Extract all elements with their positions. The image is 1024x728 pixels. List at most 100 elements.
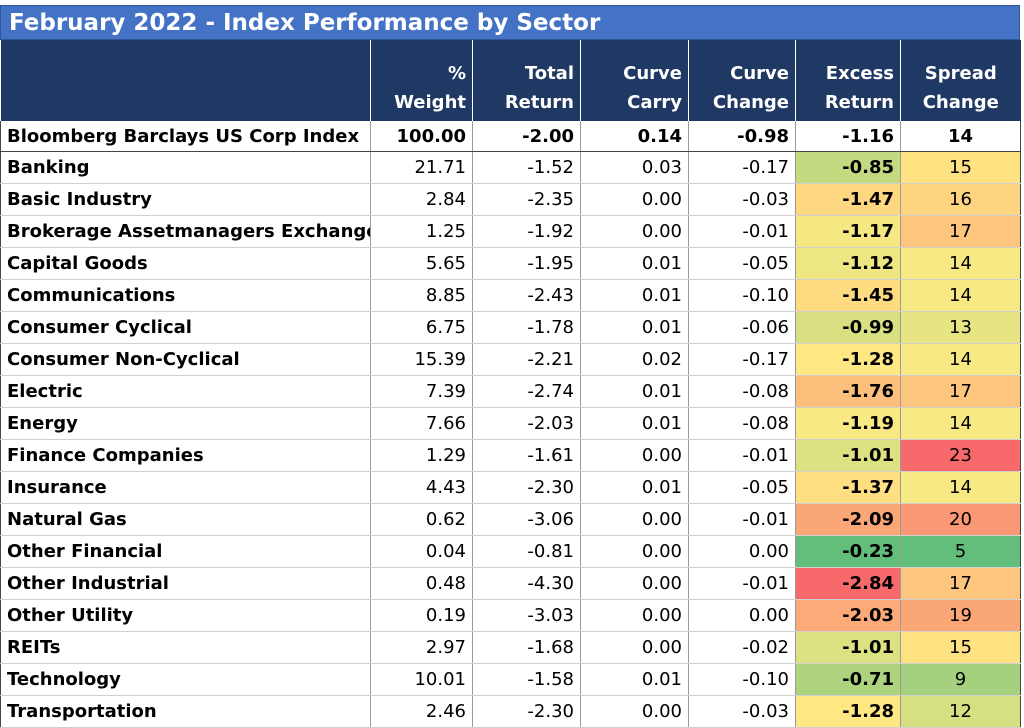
cell-value: -0.10 (688, 279, 796, 312)
cell-value: 0.00 (580, 503, 689, 536)
sector-row: Technology 10.01 -1.58 0.01 -0.10 -0.71 9 (0, 663, 1021, 696)
sector-name: Insurance (0, 471, 371, 504)
cell-value: -0.01 (688, 503, 796, 536)
header-text: Curve (730, 63, 789, 84)
cell-value: -1.92 (472, 215, 581, 248)
cell-value: -0.81 (472, 535, 581, 568)
header-text: % Weight (394, 63, 466, 113)
sector-name: Consumer Cyclical (0, 311, 371, 344)
sector-row: REITs 2.97 -1.68 0.00 -0.02 -1.01 15 (0, 631, 1021, 664)
sector-row: Basic Industry 2.84 -2.35 0.00 -0.03 -1.47 16 (0, 183, 1021, 216)
cell-value: 15.39 (370, 343, 473, 376)
header-row: % Weight Total Return Curve Carry Curve Change… (0, 40, 1021, 121)
cell-value: -2.03 (795, 599, 901, 632)
cell-value: 0.00 (580, 215, 689, 248)
cell-value: -1.19 (795, 407, 901, 440)
cell-value: 0.01 (580, 279, 689, 312)
cell-value: 0.00 (580, 599, 689, 632)
cell-value: -0.71 (795, 663, 901, 696)
cell-value: 0.00 (688, 599, 796, 632)
cell-value: -0.03 (688, 183, 796, 216)
cell-value: -2.74 (472, 375, 581, 408)
cell-value: 12 (900, 695, 1021, 728)
header-text: Spread (924, 63, 997, 84)
column-header: Excess Return (795, 40, 901, 121)
cell-value: 0.00 (580, 183, 689, 216)
cell-value: -1.37 (795, 471, 901, 504)
cell-value: -1.95 (472, 247, 581, 280)
cell-value: -0.23 (795, 535, 901, 568)
cell-value: -1.47 (795, 183, 901, 216)
header-text: Change (922, 92, 999, 113)
cell-value: -2.43 (472, 279, 581, 312)
cell-value: 0.00 (580, 567, 689, 600)
index-value: -1.16 (795, 121, 901, 152)
cell-value: -1.01 (795, 439, 901, 472)
cell-value: 17 (900, 567, 1021, 600)
sector-row: Capital Goods 5.65 -1.95 0.01 -0.05 -1.12 14 (0, 247, 1021, 280)
sector-name: Energy (0, 407, 371, 440)
cell-value: 0.01 (580, 247, 689, 280)
column-header: Curve Change (688, 40, 796, 121)
cell-value: 0.62 (370, 503, 473, 536)
cell-value: 16 (900, 183, 1021, 216)
index-value: 14 (900, 121, 1021, 152)
index-value: 100.00 (370, 121, 473, 152)
cell-value: 14 (900, 407, 1021, 440)
cell-value: 13 (900, 311, 1021, 344)
cell-value: -0.03 (688, 695, 796, 728)
cell-value: 14 (900, 471, 1021, 504)
cell-value: -1.78 (472, 311, 581, 344)
cell-value: 0.00 (580, 439, 689, 472)
cell-value: -1.28 (795, 695, 901, 728)
cell-value: -1.61 (472, 439, 581, 472)
cell-value: -0.01 (688, 567, 796, 600)
sector-row: Consumer Non-Cyclical 15.39 -2.21 0.02 -0.17… (0, 343, 1021, 376)
sector-name: Finance Companies (0, 439, 371, 472)
sector-name: REITs (0, 631, 371, 664)
sector-row: Communications 8.85 -2.43 0.01 -0.10 -1.45 14 (0, 279, 1021, 312)
cell-value: 7.66 (370, 407, 473, 440)
column-header: % Weight (370, 40, 473, 121)
cell-value: -0.10 (688, 663, 796, 696)
sector-row: Finance Companies 1.29 -1.61 0.00 -0.01 -1.01… (0, 439, 1021, 472)
cell-value: 17 (900, 215, 1021, 248)
cell-value: -2.21 (472, 343, 581, 376)
cell-value: 9 (900, 663, 1021, 696)
cell-value: 20 (900, 503, 1021, 536)
cell-value: 15 (900, 151, 1021, 184)
cell-value: 21.71 (370, 151, 473, 184)
cell-value: -2.84 (795, 567, 901, 600)
cell-value: 14 (900, 247, 1021, 280)
cell-value: -1.76 (795, 375, 901, 408)
cell-value: 15 (900, 631, 1021, 664)
table-title: February 2022 - Index Performance by Sec… (0, 5, 1020, 40)
cell-value: -1.68 (472, 631, 581, 664)
column-header: Total Return (472, 40, 581, 121)
cell-value: -0.02 (688, 631, 796, 664)
cell-value: -0.05 (688, 471, 796, 504)
column-header (0, 40, 371, 121)
cell-value: 0.01 (580, 311, 689, 344)
cell-value: -2.30 (472, 695, 581, 728)
sector-name: Transportation (0, 695, 371, 728)
cell-value: -2.03 (472, 407, 581, 440)
cell-value: -0.05 (688, 247, 796, 280)
cell-value: 4.43 (370, 471, 473, 504)
cell-value: 5 (900, 535, 1021, 568)
sector-row: Other Financial 0.04 -0.81 0.00 0.00 -0.23 5 (0, 535, 1021, 568)
header-text: Curve (623, 63, 682, 84)
header-text: Total (524, 63, 574, 84)
sector-row: Consumer Cyclical 6.75 -1.78 0.01 -0.06 -0.99… (0, 311, 1021, 344)
sector-row: Transportation 2.46 -2.30 0.00 -0.03 -1.28 12 (0, 695, 1021, 728)
table-body: Bloomberg Barclays US Corp Index 100.00 -2… (0, 121, 1021, 728)
index-value: -0.98 (688, 121, 796, 152)
cell-value: -1.52 (472, 151, 581, 184)
sector-name: Communications (0, 279, 371, 312)
sector-name: Basic Industry (0, 183, 371, 216)
cell-value: 0.03 (580, 151, 689, 184)
cell-value: -0.01 (688, 215, 796, 248)
cell-value: 19 (900, 599, 1021, 632)
index-value: -2.00 (472, 121, 581, 152)
